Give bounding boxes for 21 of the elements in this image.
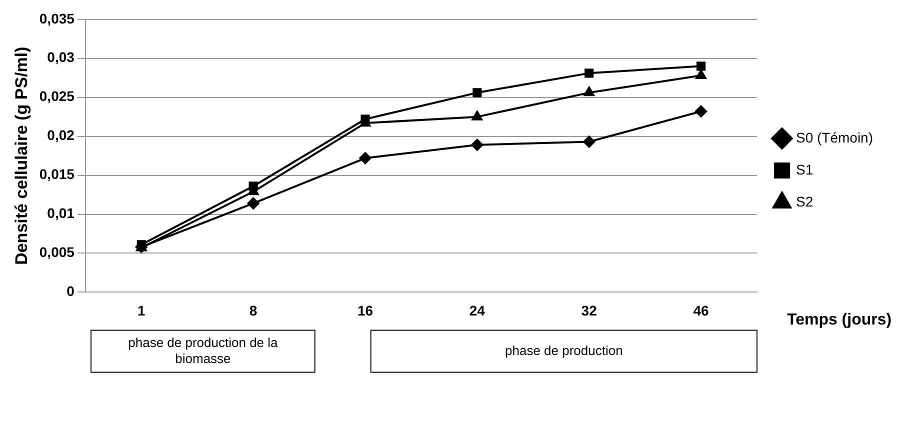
y-tick-label: 0,01 (47, 205, 75, 222)
y-tick-label: 0,035 (39, 10, 75, 26)
x-tick-label: 46 (693, 302, 710, 318)
x-tick-label: 16 (357, 302, 374, 318)
y-tick-label: 0,02 (47, 127, 75, 144)
text: phase de production (505, 342, 623, 358)
x-tick-label: 1 (138, 302, 146, 318)
y-tick-label: 0,015 (39, 166, 75, 182)
x-tick-label: 24 (469, 302, 486, 318)
x-tick-label: 8 (249, 302, 258, 318)
y-tick-label: 0,005 (39, 244, 75, 260)
legend-label: S1 (796, 161, 814, 178)
x-axis-title: Temps (jours) (786, 312, 892, 329)
legend-label: S2 (796, 193, 814, 210)
y-tick-label: 0,03 (47, 49, 75, 66)
text: phase de production de la biomasse (128, 334, 279, 366)
y-tick-label: 0 (66, 283, 75, 300)
y-tick-label: 0,025 (39, 88, 75, 104)
legend-label: S0 (Témoin) (796, 129, 874, 146)
x-tick-label: 32 (581, 302, 598, 318)
y-axis-title: Densité cellulaire (g PS/ml) (12, 46, 31, 265)
